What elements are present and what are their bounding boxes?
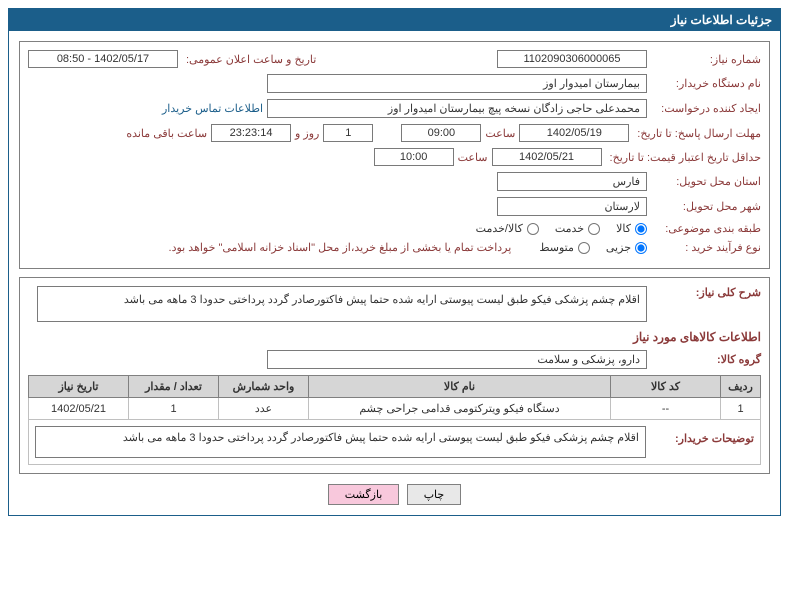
radio-service-input[interactable] (588, 223, 600, 235)
days-label: روز و (295, 127, 319, 140)
td-date: 1402/05/21 (29, 398, 129, 420)
th-row: ردیف (721, 376, 761, 398)
summary-fieldset: شرح کلی نیاز: اقلام چشم پزشکی فیکو طبق ل… (19, 277, 770, 474)
validity-time: 10:00 (374, 148, 454, 166)
radio-goods[interactable]: کالا (616, 222, 647, 235)
td-row: 1 (721, 398, 761, 420)
th-date: تاریخ نیاز (29, 376, 129, 398)
buyer-org-label: نام دستگاه خریدار: (651, 77, 761, 90)
buyer-org-value: بیمارستان امیدوار اوز (267, 74, 647, 93)
deadline-date: 1402/05/19 (519, 124, 629, 142)
row-requester: ایجاد کننده درخواست: محمدعلی حاجی زادگان… (28, 99, 761, 118)
radio-medium[interactable]: متوسط (539, 241, 590, 254)
row-process: نوع فرآیند خرید : جزیی متوسط پرداخت تمام… (28, 241, 761, 254)
goods-table: ردیف کد کالا نام کالا واحد شمارش تعداد /… (28, 375, 761, 420)
radio-service-label: خدمت (555, 222, 584, 235)
th-qty: تعداد / مقدار (129, 376, 219, 398)
row-need-number: شماره نیاز: 1102090306000065 تاریخ و ساع… (28, 50, 761, 68)
radio-both-label: کالا/خدمت (476, 222, 523, 235)
td-unit: عدد (219, 398, 309, 420)
goods-group-value: دارو، پزشکی و سلامت (267, 350, 647, 369)
details-fieldset: شماره نیاز: 1102090306000065 تاریخ و ساع… (19, 41, 770, 269)
buyer-contact-link[interactable]: اطلاعات تماس خریدار (162, 102, 263, 115)
radio-partial-input[interactable] (635, 242, 647, 254)
th-unit: واحد شمارش (219, 376, 309, 398)
radio-goods-input[interactable] (635, 223, 647, 235)
need-number-value: 1102090306000065 (497, 50, 647, 68)
th-code: کد کالا (611, 376, 721, 398)
radio-medium-input[interactable] (578, 242, 590, 254)
payment-note: پرداخت تمام یا بخشی از مبلغ خرید،از محل … (169, 241, 512, 254)
row-deadline: مهلت ارسال پاسخ: تا تاریخ: 1402/05/19 سا… (28, 124, 761, 142)
td-name: دستگاه فیکو ویترکتومی قدامی جراحی چشم (309, 398, 611, 420)
goods-group-label: گروه کالا: (651, 353, 761, 366)
radio-partial[interactable]: جزیی (606, 241, 647, 254)
need-number-label: شماره نیاز: (651, 53, 761, 66)
goods-section-title: اطلاعات کالاهای مورد نیاز (28, 330, 761, 344)
city-label: شهر محل تحویل: (651, 200, 761, 213)
requester-value: محمدعلی حاجی زادگان نسخه پیچ بیمارستان ا… (267, 99, 647, 118)
process-label: نوع فرآیند خرید : (651, 241, 761, 254)
deadline-label: مهلت ارسال پاسخ: تا تاریخ: (633, 127, 761, 140)
category-radio-group: کالا خدمت کالا/خدمت (476, 222, 647, 235)
print-button[interactable]: چاپ (407, 484, 462, 505)
footer-buttons: چاپ بازگشت (19, 484, 770, 505)
radio-medium-label: متوسط (539, 241, 574, 254)
buyer-note-label: توضیحات خریدار: (654, 426, 754, 458)
main-panel: جزئیات اطلاعات نیاز شماره نیاز: 11020903… (8, 8, 781, 516)
row-category: طبقه بندی موضوعی: کالا خدمت کالا/خدمت (28, 222, 761, 235)
row-city: شهر محل تحویل: لارستان (28, 197, 761, 216)
days-remaining: 1 (323, 124, 373, 142)
announce-label: تاریخ و ساعت اعلان عمومی: (182, 53, 316, 66)
time-remaining: 23:23:14 (211, 124, 291, 142)
row-summary: شرح کلی نیاز: اقلام چشم پزشکی فیکو طبق ل… (28, 286, 761, 322)
td-code: -- (611, 398, 721, 420)
radio-both[interactable]: کالا/خدمت (476, 222, 539, 235)
radio-partial-label: جزیی (606, 241, 631, 254)
province-label: استان محل تحویل: (651, 175, 761, 188)
validity-label: حداقل تاریخ اعتبار قیمت: تا تاریخ: (606, 151, 761, 164)
window-title: جزئیات اطلاعات نیاز (671, 13, 772, 27)
city-value: لارستان (497, 197, 647, 216)
buyer-note-text: اقلام چشم پزشکی فیکو طبق لیست پیوستی ارا… (35, 426, 646, 458)
radio-both-input[interactable] (527, 223, 539, 235)
title-bar: جزئیات اطلاعات نیاز (9, 9, 780, 31)
row-validity: حداقل تاریخ اعتبار قیمت: تا تاریخ: 1402/… (28, 148, 761, 166)
summary-label: شرح کلی نیاز: (651, 286, 761, 299)
announce-value: 1402/05/17 - 08:50 (28, 50, 178, 68)
radio-service[interactable]: خدمت (555, 222, 600, 235)
category-label: طبقه بندی موضوعی: (651, 222, 761, 235)
row-buyer-org: نام دستگاه خریدار: بیمارستان امیدوار اوز (28, 74, 761, 93)
time-label-1: ساعت (485, 127, 515, 140)
row-goods-group: گروه کالا: دارو، پزشکی و سلامت (28, 350, 761, 369)
table-header-row: ردیف کد کالا نام کالا واحد شمارش تعداد /… (29, 376, 761, 398)
validity-date: 1402/05/21 (492, 148, 602, 166)
th-name: نام کالا (309, 376, 611, 398)
buyer-note-row: توضیحات خریدار: اقلام چشم پزشکی فیکو طبق… (28, 419, 761, 465)
requester-label: ایجاد کننده درخواست: (651, 102, 761, 115)
summary-text: اقلام چشم پزشکی فیکو طبق لیست پیوستی ارا… (37, 286, 647, 322)
process-radio-group: جزیی متوسط (539, 241, 647, 254)
province-value: فارس (497, 172, 647, 191)
back-button[interactable]: بازگشت (328, 484, 400, 505)
remaining-label: ساعت باقی مانده (126, 127, 207, 140)
time-label-2: ساعت (458, 151, 488, 164)
deadline-time: 09:00 (401, 124, 481, 142)
td-qty: 1 (129, 398, 219, 420)
row-province: استان محل تحویل: فارس (28, 172, 761, 191)
table-row: 1 -- دستگاه فیکو ویترکتومی قدامی جراحی چ… (29, 398, 761, 420)
radio-goods-label: کالا (616, 222, 631, 235)
content-area: شماره نیاز: 1102090306000065 تاریخ و ساع… (9, 31, 780, 515)
